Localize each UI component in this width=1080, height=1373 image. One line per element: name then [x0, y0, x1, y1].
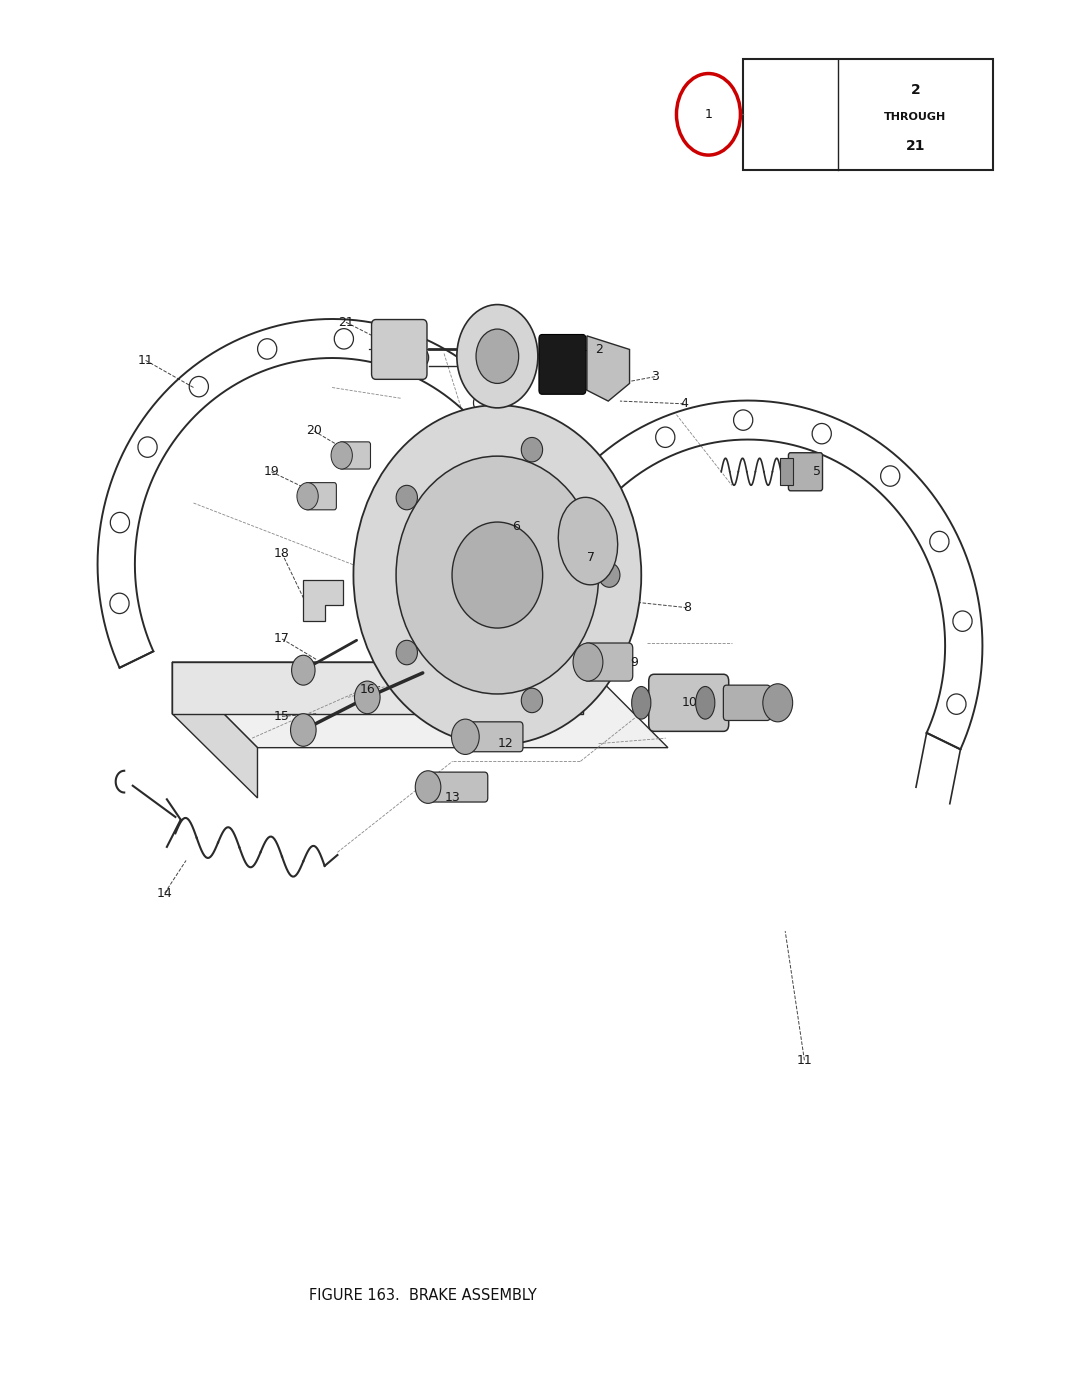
FancyBboxPatch shape: [583, 643, 633, 681]
Ellipse shape: [598, 563, 620, 588]
Ellipse shape: [522, 688, 542, 713]
Text: 15: 15: [274, 710, 289, 724]
FancyBboxPatch shape: [428, 772, 488, 802]
FancyBboxPatch shape: [780, 459, 793, 485]
Circle shape: [451, 719, 480, 754]
Circle shape: [416, 770, 441, 803]
Ellipse shape: [396, 485, 418, 509]
Text: 17: 17: [274, 633, 289, 645]
Polygon shape: [172, 662, 667, 748]
Text: 4: 4: [680, 397, 688, 411]
Polygon shape: [172, 662, 582, 714]
Text: 7: 7: [588, 551, 595, 564]
Text: 2: 2: [910, 82, 920, 96]
Text: 16: 16: [360, 682, 375, 696]
Text: 1: 1: [704, 108, 713, 121]
Text: 21: 21: [338, 316, 354, 328]
FancyBboxPatch shape: [339, 442, 370, 470]
Text: 19: 19: [264, 465, 280, 478]
Text: 2: 2: [595, 343, 603, 356]
Text: 9: 9: [630, 655, 638, 669]
Polygon shape: [303, 581, 342, 621]
Text: 20: 20: [306, 424, 322, 438]
Ellipse shape: [696, 686, 715, 719]
Circle shape: [573, 643, 603, 681]
FancyBboxPatch shape: [465, 722, 523, 752]
FancyBboxPatch shape: [372, 320, 427, 379]
Circle shape: [291, 714, 316, 747]
Polygon shape: [523, 501, 569, 566]
Text: 5: 5: [813, 465, 821, 478]
FancyBboxPatch shape: [724, 685, 770, 721]
FancyBboxPatch shape: [788, 453, 823, 490]
Ellipse shape: [558, 497, 618, 585]
Bar: [743, 59, 994, 170]
Polygon shape: [586, 336, 630, 401]
Text: FIGURE 163.  BRAKE ASSEMBLY: FIGURE 163. BRAKE ASSEMBLY: [309, 1288, 537, 1303]
Text: 14: 14: [157, 887, 173, 899]
Ellipse shape: [522, 438, 542, 461]
Circle shape: [297, 483, 319, 509]
Ellipse shape: [396, 640, 418, 665]
Text: 13: 13: [445, 791, 460, 805]
Text: 6: 6: [513, 519, 521, 533]
Circle shape: [332, 442, 352, 470]
Circle shape: [762, 684, 793, 722]
Text: 18: 18: [274, 546, 289, 560]
FancyBboxPatch shape: [539, 335, 585, 394]
Ellipse shape: [632, 686, 651, 719]
Circle shape: [476, 330, 518, 383]
FancyBboxPatch shape: [306, 483, 336, 509]
Polygon shape: [172, 662, 257, 798]
Ellipse shape: [396, 456, 598, 693]
Text: 3: 3: [651, 371, 659, 383]
FancyBboxPatch shape: [649, 674, 729, 732]
Text: 11: 11: [797, 1053, 812, 1067]
Circle shape: [292, 655, 315, 685]
Circle shape: [354, 681, 380, 714]
Ellipse shape: [453, 522, 542, 627]
Ellipse shape: [353, 405, 642, 746]
Text: 11: 11: [137, 354, 153, 367]
Text: 12: 12: [498, 737, 514, 750]
Text: THROUGH: THROUGH: [885, 111, 946, 122]
Text: 8: 8: [684, 601, 691, 614]
Text: 21: 21: [906, 139, 926, 152]
Circle shape: [457, 305, 538, 408]
Text: 10: 10: [681, 696, 698, 710]
